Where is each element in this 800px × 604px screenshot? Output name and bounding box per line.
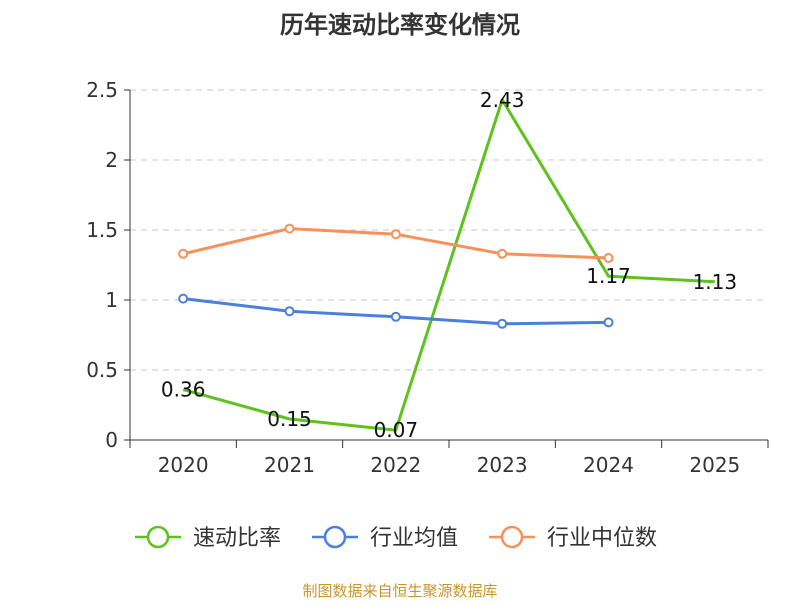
x-tick-label: 2020 <box>158 453 209 477</box>
series-line-0 <box>182 98 715 432</box>
legend-marker <box>323 525 347 549</box>
grid-lines <box>130 89 768 371</box>
data-point <box>178 293 189 304</box>
legend-marker <box>500 525 524 549</box>
x-tick-label: 2023 <box>477 453 528 477</box>
axes: 0 0.5 1 1.5 2 2.5 2020 2021 2022 2023 2024 2025 <box>86 78 769 477</box>
legend-marker <box>146 525 170 549</box>
legend-item-1: 行业均值 <box>312 525 458 551</box>
data-label: 0.36 <box>161 378 206 402</box>
data-point <box>497 248 508 259</box>
legend-item-2: 行业中位数 <box>489 525 657 551</box>
y-tick-label: 0 <box>105 428 118 452</box>
legend-label: 速动比率 <box>193 526 281 551</box>
data-point <box>390 229 401 240</box>
data-point <box>497 318 508 329</box>
data-point <box>603 317 614 328</box>
x-tick-label: 2024 <box>583 453 634 477</box>
data-label: 2.43 <box>480 88 525 112</box>
data-label: 1.17 <box>586 264 631 288</box>
y-tick-label: 1.5 <box>86 218 118 242</box>
chart-title: 历年速动比率变化情况 <box>280 11 520 39</box>
data-label: 0.15 <box>267 407 312 431</box>
data-point <box>284 306 295 317</box>
legend-item-0: 速动比率 <box>135 525 281 551</box>
x-tick-label: 2021 <box>264 453 315 477</box>
data-label: 1.13 <box>693 270 738 294</box>
data-point <box>284 223 295 234</box>
y-tick-label: 1 <box>105 288 118 312</box>
x-tick-label: 2022 <box>370 453 421 477</box>
series-lines <box>178 98 715 432</box>
legend-label: 行业中位数 <box>547 526 657 551</box>
x-tick-label: 2025 <box>689 453 740 477</box>
y-tick-label: 2.5 <box>86 78 118 102</box>
data-labels: 0.36 0.15 0.07 2.43 1.17 1.13 <box>161 88 737 442</box>
y-tick-label: 0.5 <box>86 358 118 382</box>
source-footer: 制图数据来自恒生聚源数据库 <box>302 582 497 600</box>
data-point <box>178 248 189 259</box>
data-label: 0.07 <box>374 418 419 442</box>
data-point <box>603 253 614 263</box>
data-point <box>390 311 401 322</box>
legend: 速动比率 行业均值 行业中位数 <box>135 525 657 551</box>
y-tick-label: 2 <box>105 148 118 172</box>
legend-label: 行业均值 <box>370 526 458 551</box>
